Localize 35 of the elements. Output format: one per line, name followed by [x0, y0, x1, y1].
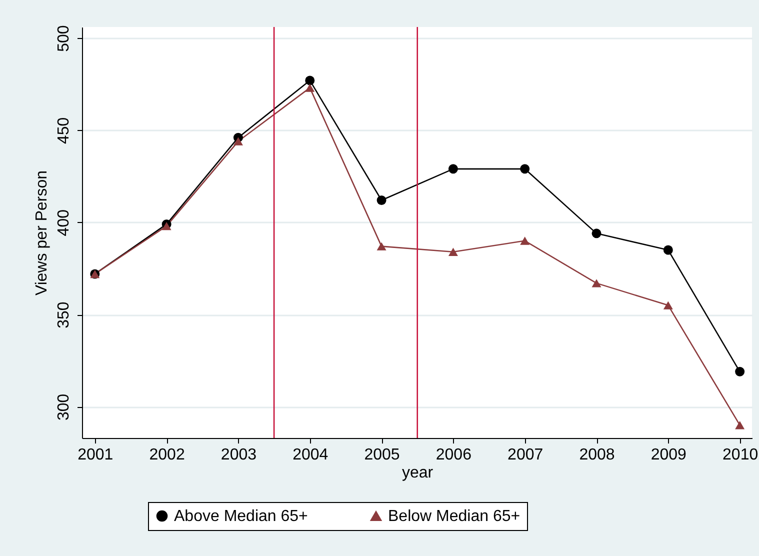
x-tick-label: 2006: [436, 446, 472, 464]
x-tick-label: 2010: [722, 446, 758, 464]
point: [592, 228, 602, 238]
y-tick-label: 450: [56, 117, 72, 144]
point: [448, 248, 458, 256]
point: [305, 84, 315, 92]
y-axis-title: Views per Person: [34, 170, 50, 296]
x-tick-label: 2008: [579, 446, 615, 464]
x-tick-label: 2004: [292, 446, 328, 464]
point: [376, 242, 386, 250]
point: [520, 164, 530, 174]
point: [735, 420, 745, 430]
y-tick-label: 500: [56, 25, 72, 52]
point: [663, 301, 673, 310]
x-tick-label: 2002: [149, 446, 185, 464]
y-tick-label: 400: [56, 209, 72, 236]
x-tick-label: 2007: [508, 446, 544, 464]
point: [233, 137, 243, 146]
point: [735, 366, 745, 376]
x-tick-label: 2005: [364, 446, 400, 464]
point: [305, 76, 315, 86]
y-tick-label: 300: [56, 394, 72, 421]
point: [592, 279, 602, 288]
y-tick-label: 350: [56, 302, 72, 328]
point: [663, 245, 673, 255]
x-tick-label: 2001: [78, 446, 114, 464]
point: [448, 164, 458, 174]
legend-label: Below Median 65+: [388, 508, 520, 525]
x-axis-title: year: [402, 464, 434, 482]
x-tick-label: 2003: [220, 446, 257, 464]
point: [376, 196, 386, 205]
point: [520, 236, 530, 245]
x-tick-label: 2009: [650, 446, 687, 464]
point: [162, 222, 172, 230]
legend-label: Above Median 65+: [174, 508, 308, 525]
